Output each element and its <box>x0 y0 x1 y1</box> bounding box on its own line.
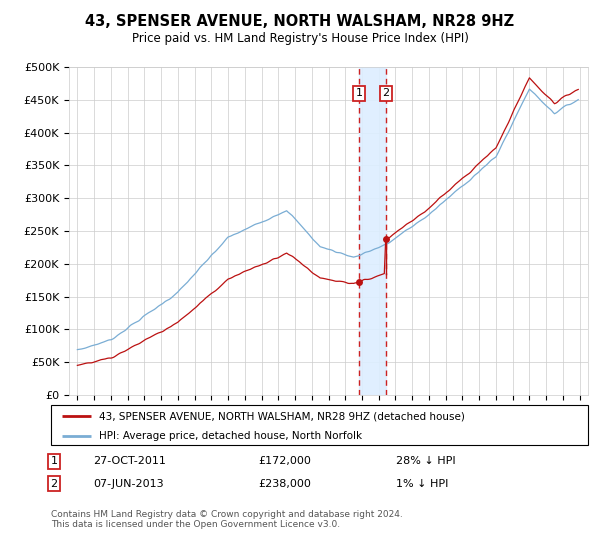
Text: Contains HM Land Registry data © Crown copyright and database right 2024.
This d: Contains HM Land Registry data © Crown c… <box>51 510 403 529</box>
FancyBboxPatch shape <box>51 405 588 445</box>
Text: 1: 1 <box>355 88 362 99</box>
Text: £238,000: £238,000 <box>258 479 311 489</box>
Text: 1% ↓ HPI: 1% ↓ HPI <box>396 479 448 489</box>
Text: 43, SPENSER AVENUE, NORTH WALSHAM, NR28 9HZ: 43, SPENSER AVENUE, NORTH WALSHAM, NR28 … <box>85 14 515 29</box>
Text: 43, SPENSER AVENUE, NORTH WALSHAM, NR28 9HZ (detached house): 43, SPENSER AVENUE, NORTH WALSHAM, NR28 … <box>100 411 465 421</box>
Bar <box>359 67 386 395</box>
Text: 07-JUN-2013: 07-JUN-2013 <box>93 479 164 489</box>
Text: 2: 2 <box>383 88 389 99</box>
Text: 27-OCT-2011: 27-OCT-2011 <box>93 456 166 466</box>
Text: 2: 2 <box>50 479 58 489</box>
Text: 1: 1 <box>50 456 58 466</box>
Text: 28% ↓ HPI: 28% ↓ HPI <box>396 456 455 466</box>
Text: £172,000: £172,000 <box>258 456 311 466</box>
Text: Price paid vs. HM Land Registry's House Price Index (HPI): Price paid vs. HM Land Registry's House … <box>131 32 469 45</box>
Text: HPI: Average price, detached house, North Norfolk: HPI: Average price, detached house, Nort… <box>100 431 362 441</box>
